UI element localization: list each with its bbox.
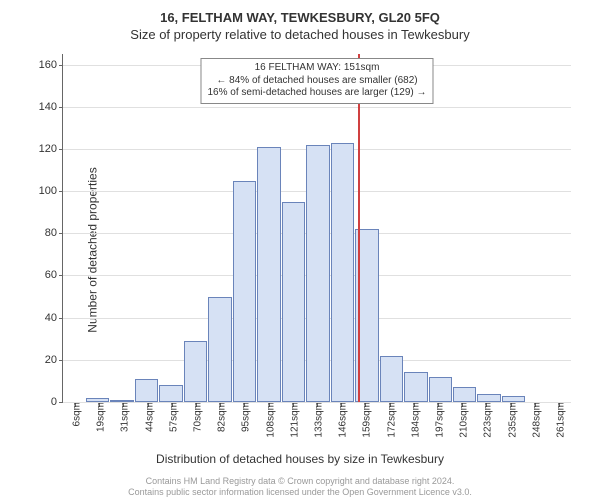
histogram-bar (184, 341, 207, 402)
histogram-bar (208, 297, 231, 402)
x-tick-label: 146sqm (336, 402, 349, 438)
x-axis-label: Distribution of detached houses by size … (0, 452, 600, 466)
x-tick-label: 159sqm (360, 402, 373, 438)
histogram-bar (257, 147, 280, 402)
x-tick-label: 19sqm (94, 402, 107, 432)
x-tick-label: 95sqm (239, 402, 252, 432)
plot-area: 16 FELTHAM WAY: 151sqm ← 84% of detached… (62, 54, 571, 403)
gridline (63, 402, 571, 403)
annotation-box: 16 FELTHAM WAY: 151sqm ← 84% of detached… (200, 58, 433, 104)
y-tick-label: 100 (39, 185, 63, 197)
y-tick-label: 60 (45, 269, 63, 281)
y-tick-label: 0 (51, 396, 63, 408)
x-tick-label: 57sqm (166, 402, 179, 432)
x-tick-label: 70sqm (191, 402, 204, 432)
histogram-bar (404, 372, 427, 402)
histogram-bar (380, 356, 403, 402)
histogram-bar (331, 143, 354, 402)
x-tick-label: 210sqm (457, 402, 470, 438)
x-tick-label: 31sqm (118, 402, 131, 432)
x-tick-label: 82sqm (215, 402, 228, 432)
y-tick-label: 120 (39, 143, 63, 155)
x-tick-label: 197sqm (432, 402, 445, 438)
x-tick-label: 261sqm (553, 402, 566, 438)
x-tick-label: 235sqm (505, 402, 518, 438)
annotation-line-3: 16% of semi-detached houses are larger (… (207, 87, 426, 100)
footer-line-1: Contains HM Land Registry data © Crown c… (0, 476, 600, 487)
bars-group (63, 54, 571, 402)
histogram-bar (453, 387, 476, 402)
y-tick-label: 20 (45, 354, 63, 366)
histogram-bar (110, 400, 133, 402)
x-tick-label: 44sqm (142, 402, 155, 432)
histogram-bar (159, 385, 182, 402)
property-marker-line (358, 54, 360, 402)
sub-title: Size of property relative to detached ho… (0, 25, 600, 42)
histogram-bar (477, 394, 500, 402)
footer-line-2: Contains public sector information licen… (0, 487, 600, 498)
chart-container: 16, FELTHAM WAY, TEWKESBURY, GL20 5FQ Si… (0, 0, 600, 500)
x-tick-label: 133sqm (312, 402, 325, 438)
x-tick-label: 223sqm (481, 402, 494, 438)
histogram-bar (135, 379, 158, 402)
histogram-bar (282, 202, 305, 402)
x-tick-label: 172sqm (384, 402, 397, 438)
main-title: 16, FELTHAM WAY, TEWKESBURY, GL20 5FQ (0, 0, 600, 25)
annotation-line-2: ← 84% of detached houses are smaller (68… (207, 75, 426, 88)
histogram-bar (502, 396, 525, 402)
x-tick-label: 108sqm (263, 402, 276, 438)
y-tick-label: 40 (45, 312, 63, 324)
annotation-line-1: 16 FELTHAM WAY: 151sqm (207, 62, 426, 75)
y-tick-label: 80 (45, 227, 63, 239)
attribution-footer: Contains HM Land Registry data © Crown c… (0, 476, 600, 499)
y-tick-label: 140 (39, 101, 63, 113)
x-tick-label: 248sqm (529, 402, 542, 438)
x-tick-label: 184sqm (408, 402, 421, 438)
histogram-bar (233, 181, 256, 402)
x-tick-label: 6sqm (70, 402, 83, 426)
histogram-bar (86, 398, 109, 402)
y-tick-label: 160 (39, 59, 63, 71)
x-tick-label: 121sqm (287, 402, 300, 438)
histogram-bar (429, 377, 452, 402)
histogram-bar (306, 145, 329, 402)
